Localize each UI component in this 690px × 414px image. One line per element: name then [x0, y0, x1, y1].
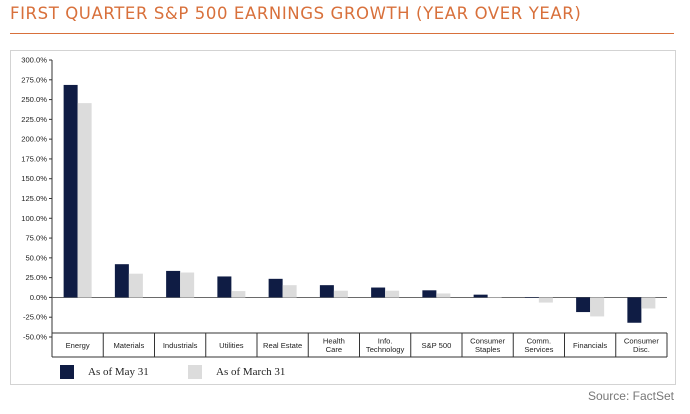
x-tick-label: Real Estate — [263, 341, 302, 350]
bar-march — [436, 293, 451, 298]
bar-may — [217, 276, 232, 298]
x-tick-label: Energy — [66, 341, 90, 350]
bar-may — [166, 270, 181, 298]
legend-label-may: As of May 31 — [88, 366, 149, 378]
x-tick-label: Health — [323, 337, 345, 346]
bar-may — [627, 297, 642, 323]
y-tick-label: 0.0% — [30, 293, 48, 302]
x-tick-label: Utilities — [219, 341, 244, 350]
bar-may — [422, 290, 437, 298]
y-tick-label: 50.0% — [25, 253, 47, 262]
bar-may — [63, 84, 78, 298]
legend-label-march: As of March 31 — [216, 366, 286, 378]
bar-march — [590, 297, 605, 317]
bar-march — [641, 297, 656, 309]
bar-may — [114, 264, 129, 298]
y-tick-label: 175.0% — [21, 154, 47, 163]
y-tick-label: 225.0% — [21, 115, 47, 124]
x-tick-label: Services — [524, 345, 553, 354]
bar-march — [538, 297, 553, 303]
bar-may — [319, 285, 334, 298]
x-tick-label: S&P 500 — [421, 341, 451, 350]
y-tick-label: 25.0% — [25, 273, 47, 282]
x-tick-label: Staples — [475, 345, 501, 354]
y-tick-label: 275.0% — [21, 75, 47, 84]
x-tick-label: Disc. — [633, 345, 650, 354]
bar-march — [180, 272, 195, 298]
bar-march — [282, 285, 297, 298]
source-note: Source: FactSet — [587, 389, 674, 403]
x-tick-label: Industrials — [163, 341, 198, 350]
bar-may — [473, 294, 488, 298]
legend-item-may: As of May 31 — [60, 365, 149, 379]
title-divider — [10, 33, 674, 34]
x-tick-label: Info. — [378, 337, 393, 346]
y-tick-label: 75.0% — [25, 234, 47, 243]
x-tick-label: Care — [326, 345, 342, 354]
chart-frame — [10, 50, 676, 385]
y-tick-label: 125.0% — [21, 194, 47, 203]
bar-may — [524, 297, 539, 298]
bar-march — [128, 273, 143, 298]
y-tick-label: 300.0% — [21, 56, 47, 65]
legend-item-march: As of March 31 — [188, 365, 285, 379]
x-tick-label: Consumer — [470, 337, 505, 346]
y-tick-label: 250.0% — [21, 95, 47, 104]
y-tick-label: -25.0% — [23, 313, 47, 322]
x-tick-label: Technology — [366, 345, 405, 354]
y-tick-label: -50.0% — [23, 333, 47, 342]
bar-march — [77, 103, 92, 298]
bar-may — [576, 297, 591, 313]
x-tick-label: Consumer — [624, 337, 659, 346]
legend-swatch-may — [60, 365, 74, 379]
x-tick-label: Financials — [573, 341, 607, 350]
bar-may — [268, 278, 283, 298]
bar-march — [487, 297, 502, 299]
y-tick-label: 150.0% — [21, 174, 47, 183]
bar-may — [371, 287, 386, 298]
bar-march — [333, 290, 348, 298]
chart-title: FIRST QUARTER S&P 500 EARNINGS GROWTH (Y… — [10, 4, 582, 23]
y-tick-label: 100.0% — [21, 214, 47, 223]
legend-swatch-march — [188, 365, 202, 379]
x-tick-label: Materials — [113, 341, 144, 350]
bar-march — [231, 291, 246, 298]
x-tick-label: Comm. — [527, 337, 551, 346]
y-tick-label: 200.0% — [21, 135, 47, 144]
bar-march — [385, 290, 400, 298]
